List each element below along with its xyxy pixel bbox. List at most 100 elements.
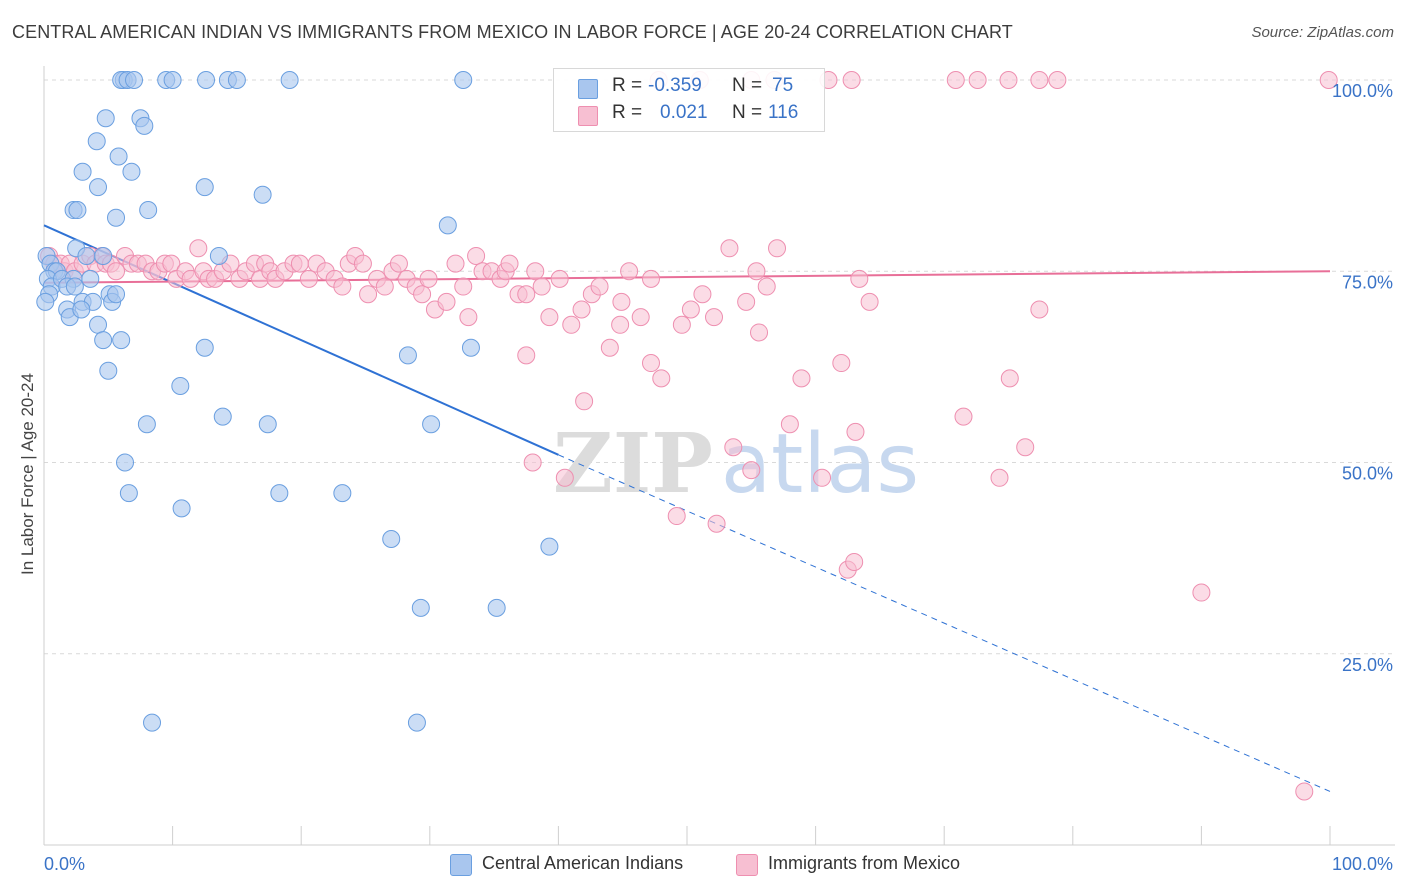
- data-point-blue: [143, 713, 162, 732]
- y-tick-label: 100.0%: [1332, 81, 1393, 101]
- data-point-blue: [68, 201, 87, 220]
- data-point-pink: [612, 292, 631, 311]
- data-point-pink: [693, 285, 712, 304]
- data-point-pink: [437, 292, 456, 311]
- data-point-pink: [705, 308, 724, 327]
- data-point-blue: [280, 71, 299, 89]
- data-point-blue: [72, 300, 91, 319]
- data-point-pink: [842, 71, 861, 89]
- data-point-pink: [540, 308, 559, 327]
- data-point-blue: [172, 499, 191, 518]
- data-point-pink: [467, 246, 486, 265]
- chart-title: CENTRAL AMERICAN INDIAN VS IMMIGRANTS FR…: [12, 22, 1013, 42]
- y-tick-label: 50.0%: [1342, 464, 1393, 484]
- watermark: ZIPatlas: [553, 416, 919, 512]
- data-point-blue: [213, 407, 232, 426]
- data-point-pink: [562, 315, 581, 334]
- data-point-pink: [954, 407, 973, 426]
- r-label: R =: [612, 102, 643, 123]
- data-point-blue: [99, 361, 118, 380]
- data-point-blue: [122, 162, 141, 181]
- data-point-blue: [94, 331, 113, 350]
- data-point-blue: [77, 246, 96, 265]
- data-point-blue: [333, 484, 352, 503]
- data-point-pink: [946, 71, 965, 89]
- data-point-blue: [195, 178, 214, 197]
- data-point-pink: [724, 438, 743, 457]
- data-point-pink: [990, 468, 1009, 487]
- data-point-pink: [641, 354, 660, 373]
- x-tick-label: 0.0%: [44, 854, 85, 874]
- data-point-blue: [270, 484, 289, 503]
- stats-legend: R = -0.359 N = 75 R = 0.021 N = 116: [553, 68, 825, 132]
- y-tick-labels: 25.0% 50.0% 75.0% 100.0%: [1332, 81, 1393, 675]
- stats-row-blue: R = -0.359 N = 75: [554, 75, 824, 101]
- data-point-pink: [459, 308, 478, 327]
- data-point-pink: [1016, 438, 1035, 457]
- data-point-blue: [407, 713, 426, 732]
- data-point-blue: [197, 71, 216, 89]
- data-point-pink: [1192, 583, 1211, 602]
- data-point-pink: [780, 415, 799, 434]
- data-point-blue: [107, 208, 126, 227]
- data-point-blue: [96, 109, 115, 128]
- data-point-blue: [487, 598, 506, 617]
- data-point-pink: [532, 277, 551, 296]
- data-point-blue: [107, 285, 126, 304]
- data-point-pink: [747, 262, 766, 281]
- pink-n-value: 116: [768, 102, 799, 123]
- data-point-blue: [109, 147, 128, 166]
- data-point-pink: [517, 285, 536, 304]
- data-point-pink: [641, 269, 660, 288]
- data-point-blue: [438, 216, 457, 235]
- data-point-blue: [163, 71, 182, 89]
- data-point-blue: [87, 132, 106, 151]
- legend-label-pink: Immigrants from Mexico: [768, 853, 961, 873]
- blue-n-value: 75: [772, 75, 794, 96]
- data-point-blue: [454, 71, 473, 89]
- blue-r-value: -0.359: [648, 75, 702, 96]
- data-point-pink: [107, 262, 126, 281]
- data-point-pink: [652, 369, 671, 388]
- data-point-pink: [860, 292, 879, 311]
- data-point-pink: [299, 269, 318, 288]
- data-point-pink: [846, 422, 865, 441]
- data-point-pink: [757, 277, 776, 296]
- data-point-pink: [353, 254, 372, 273]
- n-label: N =: [732, 75, 763, 96]
- data-point-pink: [333, 277, 352, 296]
- legend-label-blue: Central American Indians: [482, 853, 684, 873]
- trend-dashed-blue: [558, 454, 1331, 792]
- data-point-pink: [707, 514, 726, 533]
- data-point-pink: [359, 285, 378, 304]
- data-point-blue: [89, 178, 108, 197]
- data-point-blue: [253, 185, 272, 204]
- data-point-blue: [398, 346, 417, 365]
- data-point-blue: [461, 338, 480, 357]
- n-label: N =: [732, 102, 763, 123]
- data-point-pink: [768, 239, 787, 258]
- points-blue: [36, 71, 559, 732]
- y-tick-label: 25.0%: [1342, 655, 1393, 675]
- data-point-pink: [189, 239, 208, 258]
- stats-row-pink: R = 0.021 N = 116: [554, 102, 824, 128]
- data-point-blue: [258, 415, 277, 434]
- data-point-pink: [850, 269, 869, 288]
- source-credit: Source: ZipAtlas.com: [1251, 24, 1394, 41]
- data-point-pink: [681, 300, 700, 319]
- data-point-blue: [112, 331, 131, 350]
- data-point-pink: [968, 71, 987, 89]
- data-point-pink: [845, 552, 864, 571]
- data-point-blue: [119, 484, 138, 503]
- data-point-blue: [411, 598, 430, 617]
- data-point-pink: [813, 468, 832, 487]
- data-point-pink: [413, 285, 432, 304]
- data-point-blue: [36, 292, 55, 311]
- data-point-blue: [116, 453, 135, 472]
- data-point-blue: [135, 116, 154, 135]
- data-point-pink: [1000, 369, 1019, 388]
- legend-swatch-pink: [736, 854, 758, 876]
- data-point-blue: [65, 277, 84, 296]
- data-point-pink: [1319, 71, 1338, 89]
